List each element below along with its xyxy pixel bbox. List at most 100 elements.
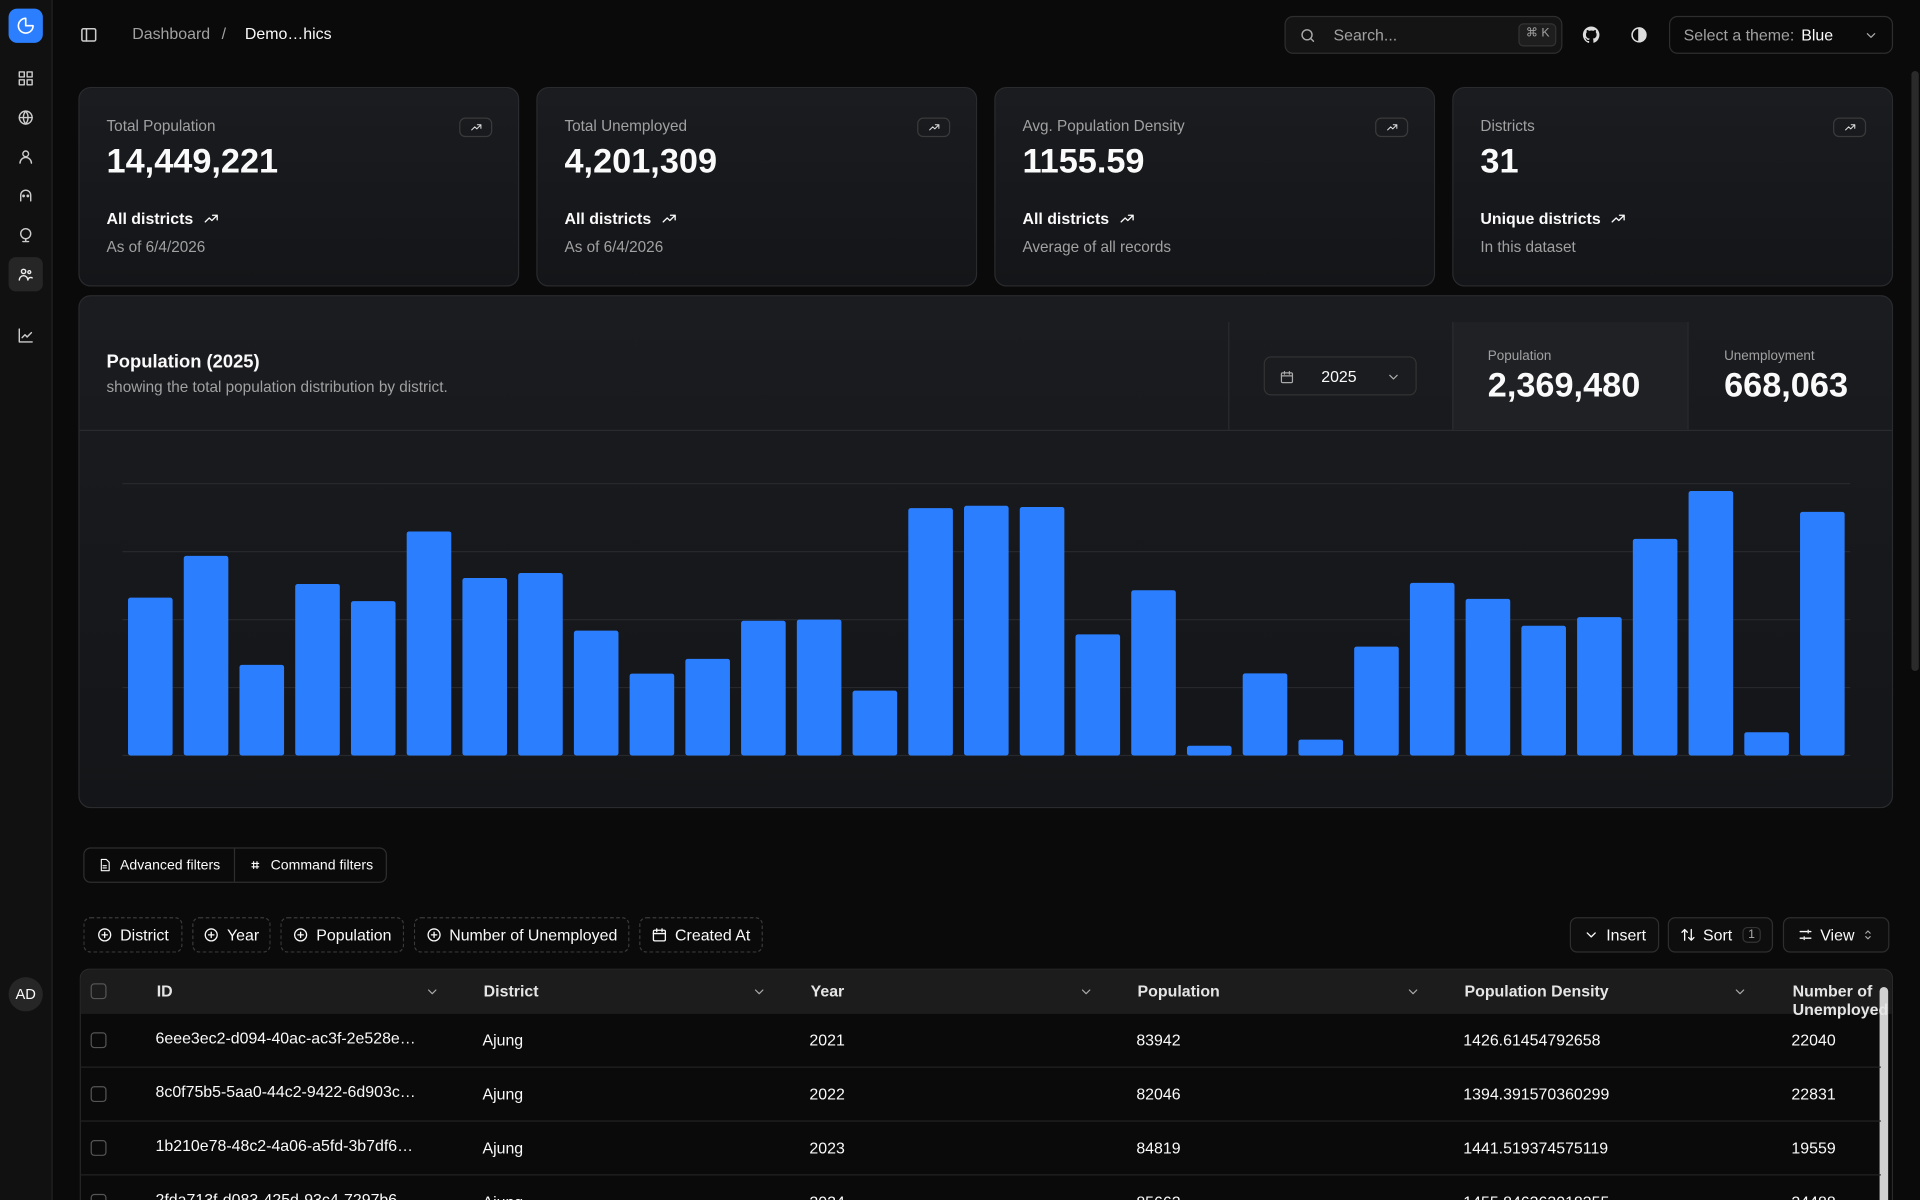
avatar[interactable]: AD bbox=[8, 977, 43, 1012]
action-button[interactable]: Sort 1 bbox=[1667, 917, 1774, 953]
row-checkbox[interactable] bbox=[90, 1140, 107, 1156]
nav-icon[interactable] bbox=[17, 227, 34, 244]
action-icon bbox=[1681, 928, 1695, 941]
nav-active[interactable] bbox=[8, 257, 43, 292]
stat-value: 668,063 bbox=[1724, 366, 1849, 405]
breadcrumb-separator: / bbox=[221, 24, 227, 43]
row-checkbox[interactable] bbox=[90, 1032, 107, 1049]
row-checkbox[interactable] bbox=[90, 1086, 107, 1103]
command-filters[interactable]: Command filters bbox=[235, 849, 387, 882]
bar bbox=[1744, 732, 1789, 756]
bar bbox=[462, 578, 508, 756]
stat[interactable]: Unemployment 668,063 bbox=[1687, 322, 1891, 430]
bar bbox=[573, 630, 619, 756]
footer-text: All districts bbox=[564, 209, 652, 228]
card-note: As of 6/4/2026 bbox=[106, 238, 206, 256]
footer-text: Unique districts bbox=[1480, 209, 1601, 228]
trend-icon bbox=[1845, 124, 1856, 131]
nav-icon[interactable] bbox=[17, 109, 34, 126]
table-cell: 19559 bbox=[1791, 1138, 1836, 1158]
nav-icon[interactable] bbox=[17, 187, 34, 204]
nav-icon[interactable] bbox=[17, 327, 34, 344]
bar bbox=[1242, 673, 1288, 756]
card-value: 1155.59 bbox=[1022, 142, 1145, 180]
stat-label: Unemployment bbox=[1724, 348, 1815, 364]
action-icon bbox=[1798, 929, 1811, 941]
chip-icon bbox=[653, 928, 667, 942]
logo[interactable] bbox=[8, 8, 43, 43]
bar bbox=[128, 597, 173, 756]
column-header[interactable]: Population Density bbox=[1464, 982, 1609, 1001]
sort-count: 1 bbox=[1742, 926, 1762, 943]
page-scrollbar[interactable] bbox=[1911, 71, 1919, 672]
action-label: Insert bbox=[1606, 925, 1647, 945]
theme-toggle[interactable] bbox=[1630, 26, 1648, 44]
theme-select[interactable]: Select a theme: Blue bbox=[1668, 15, 1894, 54]
stat-card: Total Population 14,449,221 All districts A… bbox=[78, 86, 520, 287]
action-button[interactable]: Insert bbox=[1569, 917, 1660, 953]
trend-badge bbox=[459, 117, 493, 138]
trend-icon bbox=[662, 214, 676, 223]
card-note: As of 6/4/2026 bbox=[564, 238, 664, 256]
breadcrumb-item[interactable]: Dashboard bbox=[132, 24, 211, 43]
header-checkbox[interactable] bbox=[90, 983, 107, 1000]
row-border bbox=[80, 1066, 1881, 1068]
filter-chip[interactable]: Year bbox=[192, 917, 271, 953]
breadcrumb-item: Demo…hics bbox=[244, 24, 332, 43]
bar bbox=[1800, 511, 1845, 756]
divider bbox=[1228, 322, 1230, 430]
filter-chip[interactable]: Number of Unemployed bbox=[413, 917, 630, 953]
card-value: 4,201,309 bbox=[564, 142, 718, 180]
action-icon bbox=[1586, 932, 1596, 938]
column-menu bbox=[1408, 989, 1418, 995]
trend-icon bbox=[1120, 214, 1134, 223]
nav-icon[interactable] bbox=[17, 148, 34, 165]
filter-chip[interactable]: Created At bbox=[639, 917, 763, 953]
bar bbox=[1577, 617, 1622, 756]
table-cell: 2023 bbox=[809, 1138, 845, 1158]
column-header[interactable]: District bbox=[483, 982, 539, 1001]
card-note: Average of all records bbox=[1022, 238, 1172, 256]
github-icon[interactable] bbox=[1582, 26, 1600, 44]
nav-icon[interactable] bbox=[17, 70, 34, 87]
table-cell: 83942 bbox=[1136, 1031, 1181, 1050]
table-cell: Ajung bbox=[482, 1031, 524, 1050]
stat-active[interactable]: Population 2,369,480 bbox=[1452, 322, 1688, 430]
filter-chip[interactable]: District bbox=[83, 917, 183, 953]
bar bbox=[1409, 582, 1455, 756]
footer-text: All districts bbox=[106, 209, 194, 228]
column-header[interactable]: ID bbox=[156, 982, 173, 1001]
advanced-filters[interactable]: Advanced filters bbox=[84, 848, 236, 882]
scrollbar[interactable] bbox=[1879, 986, 1889, 1200]
sidebar-toggle[interactable] bbox=[80, 26, 98, 44]
footer-text: All districts bbox=[1022, 209, 1110, 228]
trend-icon bbox=[1387, 124, 1398, 131]
year-select[interactable]: 2025 bbox=[1263, 356, 1417, 396]
column-header[interactable]: Number of Unemployed bbox=[1792, 982, 1889, 1019]
bar bbox=[964, 505, 1009, 756]
row-checkbox[interactable] bbox=[90, 1193, 107, 1200]
column-menu bbox=[1735, 989, 1745, 995]
search-box[interactable]: Search... ⌘ K bbox=[1284, 15, 1563, 54]
column-menu bbox=[754, 989, 764, 995]
table-cell: 2022 bbox=[809, 1084, 845, 1104]
column-header[interactable]: Population bbox=[1137, 982, 1220, 1001]
card-footer: All districts bbox=[564, 209, 676, 228]
chart-card: Population (2025) showing the total popu… bbox=[78, 295, 1894, 809]
card-value: 14,449,221 bbox=[106, 142, 279, 180]
table-cell: 84819 bbox=[1136, 1138, 1181, 1158]
chip-icon bbox=[205, 928, 219, 942]
action-button[interactable]: View bbox=[1782, 917, 1890, 953]
filter-chip[interactable]: Population bbox=[280, 917, 405, 953]
card-label: Total Population bbox=[106, 117, 216, 135]
nav-icon bbox=[18, 268, 33, 281]
column-header[interactable]: Year bbox=[810, 982, 845, 1001]
card-value: 31 bbox=[1480, 142, 1519, 180]
shortcut: ⌘ K bbox=[1518, 23, 1557, 47]
table-cell: 1426.61454792658 bbox=[1463, 1031, 1601, 1050]
bar bbox=[685, 658, 730, 756]
bar bbox=[1688, 491, 1734, 756]
cmd-icon bbox=[251, 861, 260, 870]
card-footer: All districts bbox=[1022, 209, 1134, 228]
